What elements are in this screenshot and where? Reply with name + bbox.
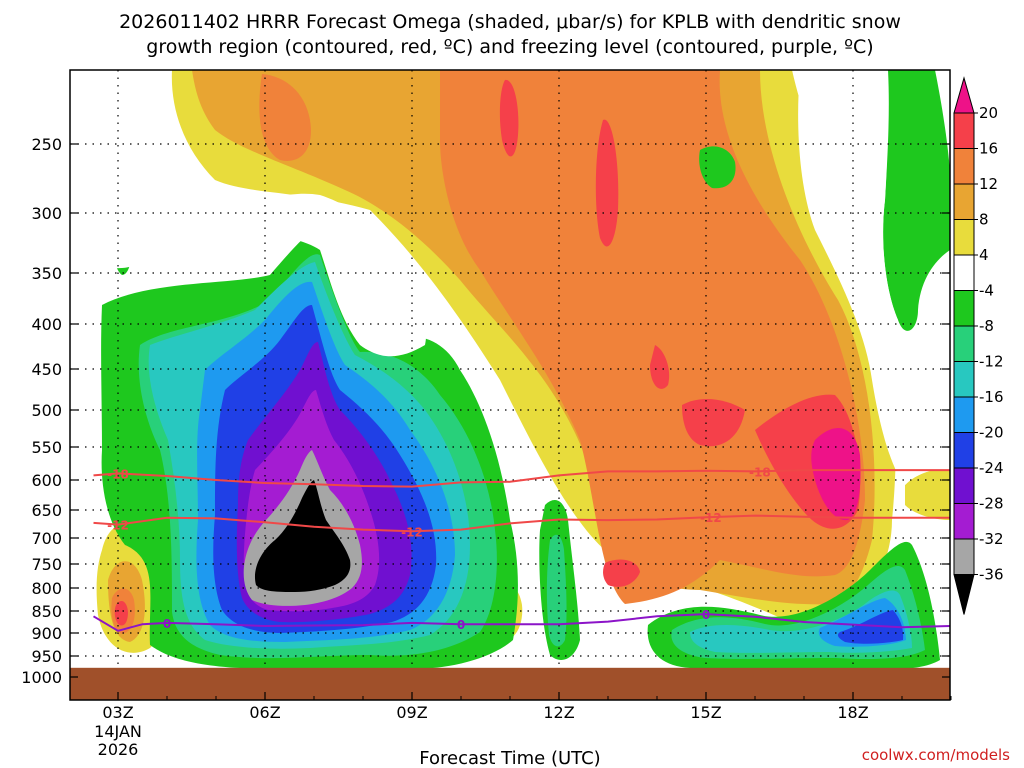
- chart-title-line-1: 2026011402 HRRR Forecast Omega (shaded, …: [119, 11, 901, 33]
- y-tick-label-500: 500: [31, 401, 62, 420]
- omega-fill-near-zero-mid-left: [235, 193, 427, 357]
- colorbar: 20 16 12 8 4 -4 -8 -12 -16 -20 -24 -28 -32 -36: [953, 76, 1004, 615]
- omega-fill-minus4-minus8-right-upper-patch: [699, 146, 736, 189]
- omega-fill-16-20-c: [650, 345, 670, 389]
- colorbar-label-7: -12: [979, 353, 1004, 371]
- surface-ground-band: [70, 667, 950, 700]
- colorbar-label-5: -4: [979, 282, 994, 300]
- chart-title-line-2: growth region (contoured, red, ºC) and f…: [146, 36, 873, 58]
- omega-fill-gt20: [811, 428, 861, 521]
- colorbar-label-10: -24: [979, 459, 1004, 477]
- y-tick-label-350: 350: [31, 264, 62, 283]
- colorbar-bin-4: [953, 219, 975, 256]
- x-tick-label-12Z: 12Z: [543, 703, 574, 722]
- colorbar-label-4: 4: [979, 246, 989, 264]
- colorbar-label-9: -20: [979, 424, 1004, 442]
- x-tick-label-18Z: 18Z: [837, 703, 868, 722]
- y-tick-label-250: 250: [31, 135, 62, 154]
- colorbar-bin-6: [953, 290, 975, 327]
- contour-label-1-2: -12: [700, 511, 722, 525]
- omega-fill-16-20-d: [682, 398, 745, 447]
- x-tick-label-03Z: 03Z: [102, 703, 133, 722]
- colorbar-label-3: 8: [979, 211, 989, 229]
- contour-line-0: [93, 469, 950, 488]
- colorbar-label-2: 12: [979, 175, 998, 193]
- y-tick-label-300: 300: [31, 204, 62, 223]
- colorbar-bin-lt-minus36: [953, 574, 975, 615]
- isotherm-contours: -18 -18 -12 -12 -12 0 0 0: [92, 465, 950, 632]
- y-tick-label-650: 650: [31, 501, 62, 520]
- credit-text: coolwx.com/models: [862, 746, 1010, 764]
- omega-shading: [70, 70, 950, 700]
- omega-fill-16-20-f: [603, 559, 640, 587]
- colorbar-bin-2: [953, 148, 975, 185]
- colorbar-label-8: -16: [979, 388, 1004, 406]
- colorbar-bin-1: [953, 112, 975, 149]
- colorbar-label-12: -32: [979, 530, 1004, 548]
- colorbar-label-6: -8: [979, 317, 994, 335]
- omega-fill-minus8-minus12-12z: [546, 534, 567, 647]
- y-tick-label-550: 550: [31, 438, 62, 457]
- colorbar-bin-11: [953, 467, 975, 504]
- y-tick-label-1000: 1000: [21, 668, 62, 687]
- pressure-axis: 250 300 350 400 450 500 550 600 650 700 750 800 850 9…: [21, 135, 950, 687]
- colorbar-label-0: 20: [979, 104, 998, 122]
- omega-fill-16-20-b: [595, 119, 619, 247]
- y-tick-label-900: 900: [31, 624, 62, 643]
- contour-label-2-0: 0: [163, 617, 171, 631]
- colorbar-bin-10: [953, 432, 975, 469]
- x-axis-label: Forecast Time (UTC): [419, 748, 600, 768]
- y-tick-label-850: 850: [31, 602, 62, 621]
- y-tick-label-600: 600: [31, 471, 62, 490]
- colorbar-bin-9: [953, 396, 975, 433]
- y-tick-label-450: 450: [31, 360, 62, 379]
- colorbar-bin-12: [953, 503, 975, 540]
- colorbar-bin-8: [953, 361, 975, 398]
- colorbar-label-11: -28: [979, 495, 1004, 513]
- y-tick-label-750: 750: [31, 555, 62, 574]
- omega-fill-16-20-a: [499, 79, 519, 157]
- colorbar-bin-5: [953, 254, 975, 291]
- colorbar-bin-7: [953, 325, 975, 362]
- time-gridlines: [117, 70, 854, 700]
- x-tick-label-09Z: 09Z: [396, 703, 427, 722]
- contour-label-2-1: 0: [457, 618, 465, 632]
- contour-line-1: [93, 514, 950, 533]
- omega-fill-minus4-minus8-right-top: [883, 70, 950, 331]
- y-tick-label-800: 800: [31, 579, 62, 598]
- contour-label-0-1: -18: [749, 465, 771, 479]
- y-tick-label-950: 950: [31, 647, 62, 666]
- colorbar-label-13: -36: [979, 566, 1004, 584]
- omega-fill-near-zero-upper-right: [798, 70, 950, 485]
- x-tick-label-06Z: 06Z: [249, 703, 280, 722]
- contour-label-2-2: 0: [702, 608, 710, 622]
- contour-label-1-0: -12: [107, 519, 129, 533]
- contour-label-0-0: -18: [107, 467, 129, 481]
- omega-fill-12-16-upper-left: [259, 74, 311, 161]
- contour-line-2: [92, 613, 950, 632]
- time-axis: 03Z 06Z 09Z 12Z 15Z 18Z: [102, 692, 952, 722]
- x-date-label-month: 14JAN: [94, 722, 142, 741]
- y-tick-label-400: 400: [31, 315, 62, 334]
- colorbar-bin-gt20: [953, 76, 975, 114]
- x-tick-label-15Z: 15Z: [690, 703, 721, 722]
- omega-fill-16-20-low-03z: [114, 600, 128, 626]
- omega-fill-lt-minus36-main: [254, 480, 351, 592]
- contour-label-1-1: -12: [401, 525, 423, 539]
- colorbar-label-1: 16: [979, 140, 998, 158]
- x-date-label-year: 2026: [98, 740, 139, 759]
- colorbar-bin-13: [953, 538, 975, 575]
- omega-fill-minus20-minus24-15z-20z: [837, 610, 904, 644]
- colorbar-bin-3: [953, 183, 975, 220]
- y-tick-label-700: 700: [31, 529, 62, 548]
- omega-fill-near-zero-upper-left: [72, 70, 185, 269]
- omega-fill-4-8-20z: [905, 469, 950, 520]
